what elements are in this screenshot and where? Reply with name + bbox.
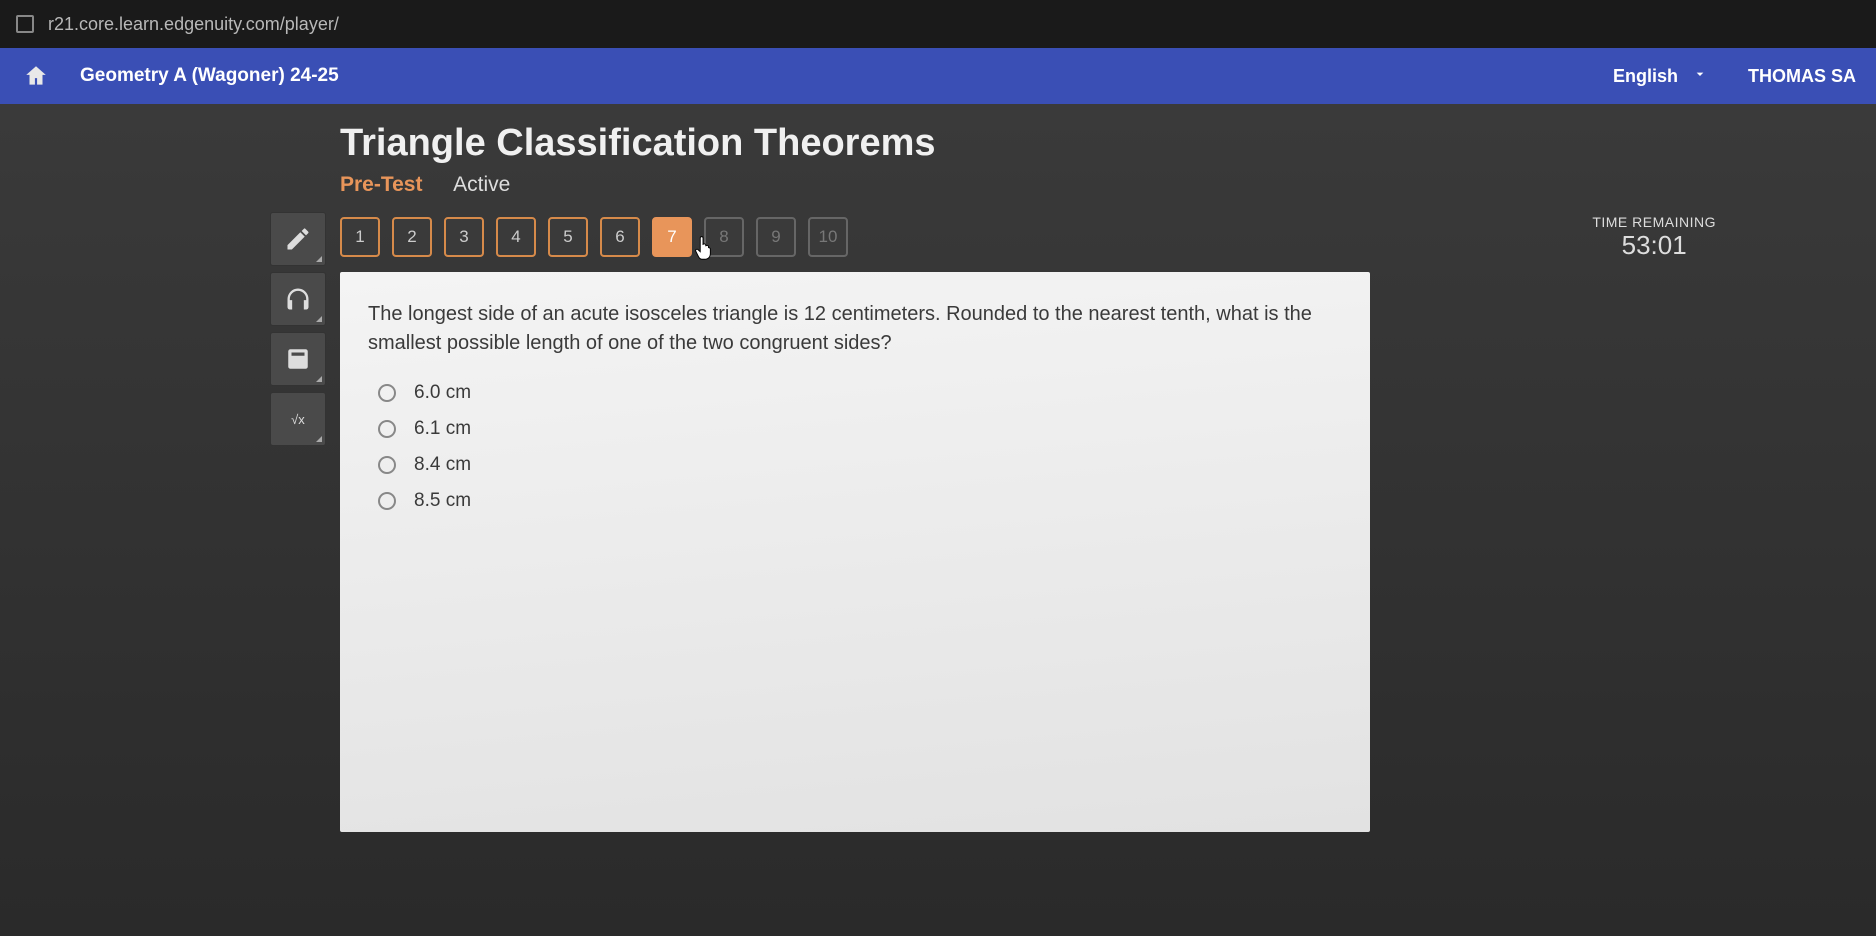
radio-icon [378,384,396,402]
radio-icon [378,492,396,510]
home-icon [23,63,49,89]
formula-icon: √x [291,412,305,427]
radio-icon [378,456,396,474]
course-header: Geometry A (Wagoner) 24-25 English THOMA… [0,48,1876,104]
question-nav-2[interactable]: 2 [392,217,432,257]
calculator-icon [285,346,311,372]
question-card: The longest side of an acute isosceles t… [340,272,1370,832]
answer-option[interactable]: 8.4 cm [378,454,1342,476]
lesson-stage: Pre-Test [340,173,422,196]
answer-options: 6.0 cm 6.1 cm 8.4 cm 8.5 cm [378,382,1342,512]
question-prompt: The longest side of an acute isosceles t… [368,300,1342,358]
browser-address-bar: r21.core.learn.edgenuity.com/player/ [0,0,1876,48]
home-button[interactable] [20,60,52,92]
user-name: THOMAS SA [1748,66,1856,87]
lesson-title: Triangle Classification Theorems [340,122,1876,165]
main-content: Triangle Classification Theorems Pre-Tes… [0,104,1876,936]
course-title: Geometry A (Wagoner) 24-25 [80,65,339,87]
question-nav-1[interactable]: 1 [340,217,380,257]
answer-option[interactable]: 6.1 cm [378,418,1342,440]
language-select[interactable]: English [1613,66,1708,87]
answer-option[interactable]: 8.5 cm [378,490,1342,512]
question-nav-10: 10 [808,217,848,257]
tool-rail: √x [270,212,326,446]
question-nav: 123456789 10 [340,217,848,257]
answer-option-label: 8.4 cm [414,454,471,476]
formula-tool[interactable]: √x [270,392,326,446]
chevron-down-icon [1692,66,1708,87]
answer-option-label: 8.5 cm [414,490,471,512]
calculator-tool[interactable] [270,332,326,386]
radio-icon [378,420,396,438]
question-nav-6[interactable]: 6 [600,217,640,257]
answer-option-label: 6.1 cm [414,418,471,440]
question-nav-9: 9 [756,217,796,257]
pencil-icon [284,225,312,253]
question-nav-4[interactable]: 4 [496,217,536,257]
language-label: English [1613,66,1678,87]
question-nav-row: 123456789 10 TIME REMAINING 53:01 [340,212,1836,262]
question-nav-7[interactable]: 7 [652,217,692,257]
question-nav-8: 8 [704,217,744,257]
headphones-icon [284,285,312,313]
answer-option-label: 6.0 cm [414,382,471,404]
answer-option[interactable]: 6.0 cm [378,382,1342,404]
timer-value: 53:01 [1592,230,1716,261]
url-text: r21.core.learn.edgenuity.com/player/ [48,14,339,35]
timer: TIME REMAINING 53:01 [1592,214,1716,261]
pencil-tool[interactable] [270,212,326,266]
lesson-status: Active [453,173,510,196]
question-nav-3[interactable]: 3 [444,217,484,257]
timer-label: TIME REMAINING [1592,214,1716,230]
lesson-header: Triangle Classification Theorems Pre-Tes… [340,122,1876,197]
page-icon [16,15,34,33]
audio-tool[interactable] [270,272,326,326]
question-nav-5[interactable]: 5 [548,217,588,257]
